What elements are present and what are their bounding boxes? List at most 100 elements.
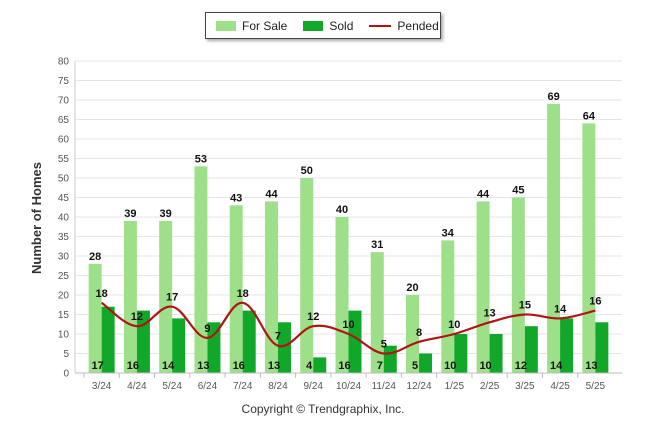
bar-for-sale <box>88 263 102 373</box>
data-label-for-sale: 31 <box>371 239 383 251</box>
data-label-sold: 14 <box>162 360 175 372</box>
data-label-pended: 5 <box>381 339 387 351</box>
data-label-sold: 16 <box>338 360 350 372</box>
y-tick-label: 30 <box>58 252 70 263</box>
data-label-for-sale: 44 <box>477 188 490 200</box>
y-tick-label: 55 <box>58 154 70 165</box>
legend-label-pended: Pended <box>397 18 439 33</box>
data-label-pended: 9 <box>204 323 210 335</box>
x-tick-label: 10/24 <box>336 381 361 392</box>
bar-sold <box>242 310 256 373</box>
bar-sold <box>313 357 327 373</box>
x-tick-label: 3/25 <box>515 381 535 392</box>
data-label-for-sale: 50 <box>301 165 313 177</box>
x-tick-label: 4/24 <box>127 381 147 392</box>
data-label-pended: 15 <box>519 300 531 312</box>
data-label-pended: 17 <box>166 292 178 304</box>
x-tick-label: 5/24 <box>162 381 182 392</box>
legend-label-sold: Sold <box>329 18 354 33</box>
data-label-sold: 5 <box>412 360 418 372</box>
x-tick-label: 3/24 <box>92 381 112 392</box>
bar-for-sale <box>300 178 314 373</box>
bar-for-sale <box>441 240 455 373</box>
data-label-pended: 13 <box>483 307 495 319</box>
bar-for-sale <box>511 197 525 373</box>
data-label-sold: 10 <box>444 360 456 372</box>
data-label-pended: 12 <box>131 311 143 323</box>
data-label-sold: 12 <box>515 360 527 372</box>
data-label-for-sale: 69 <box>547 91 559 103</box>
bar-sold <box>207 322 221 373</box>
data-label-sold: 16 <box>233 360 245 372</box>
bar-for-sale <box>582 123 596 374</box>
data-label-pended: 16 <box>589 296 601 308</box>
y-tick-label: 65 <box>58 115 70 126</box>
data-labels: 28 17 39 16 39 14 53 13 43 16 44 13 50 4 40 16 31 7 20 5 34 1… <box>89 91 601 372</box>
copyright-text: Copyright © Trendgraphix, Inc. <box>241 402 405 416</box>
bar-sold <box>560 318 574 373</box>
y-tick-label: 75 <box>58 76 70 87</box>
x-tick-label: 4/25 <box>550 381 570 392</box>
data-label-sold: 7 <box>377 360 383 372</box>
data-label-for-sale: 40 <box>336 204 348 216</box>
legend: For Sale Sold Pended <box>205 12 441 39</box>
data-label-sold: 13 <box>268 360 280 372</box>
data-label-pended: 14 <box>554 303 567 315</box>
data-label-for-sale: 34 <box>442 227 455 239</box>
y-tick-label: 25 <box>58 271 70 282</box>
x-tick-label: 9/24 <box>303 381 323 392</box>
bar-sold <box>101 306 115 373</box>
x-tick-label: 11/24 <box>372 381 397 392</box>
bar-for-sale <box>476 201 490 373</box>
data-label-sold: 16 <box>127 360 139 372</box>
bar-sold <box>454 334 468 373</box>
y-tick-label: 60 <box>58 135 70 146</box>
data-label-sold: 10 <box>479 360 491 372</box>
y-axis-ticks: 0 5 10 15 20 25 30 35 40 45 50 55 60 65 70 75 80 <box>58 57 70 380</box>
bars <box>88 103 609 374</box>
data-label-pended: 10 <box>342 319 354 331</box>
x-tick-label: 6/24 <box>198 381 218 392</box>
x-tick-label: 7/24 <box>233 381 253 392</box>
legend-item-for-sale[interactable]: For Sale <box>216 19 287 33</box>
x-axis-ticks: 3/24 4/24 5/24 6/24 7/24 8/24 9/24 10/24 11/24 12… <box>75 372 622 392</box>
y-tick-label: 20 <box>58 291 70 302</box>
bar-sold <box>277 322 291 373</box>
bar-sold <box>489 334 503 373</box>
data-label-for-sale: 43 <box>230 192 242 204</box>
bar-for-sale <box>123 220 137 373</box>
bar-sold <box>172 318 186 373</box>
y-tick-label: 5 <box>63 349 69 360</box>
bar-for-sale <box>335 217 349 373</box>
data-label-pended: 18 <box>237 288 249 300</box>
bar-for-sale <box>264 201 278 373</box>
data-label-for-sale: 28 <box>89 251 101 263</box>
data-label-pended: 8 <box>416 327 422 339</box>
bar-sold <box>595 322 609 373</box>
x-tick-label: 8/24 <box>268 381 288 392</box>
bar-for-sale <box>547 103 561 374</box>
data-label-for-sale: 39 <box>160 208 172 220</box>
legend-item-pended[interactable]: Pended <box>369 18 439 33</box>
x-tick-label: 5/25 <box>586 381 606 392</box>
data-label-for-sale: 44 <box>265 188 278 200</box>
data-label-sold: 17 <box>92 360 104 372</box>
y-tick-label: 50 <box>58 174 70 185</box>
data-label-pended: 18 <box>96 288 108 300</box>
y-tick-label: 10 <box>58 330 70 341</box>
data-label-pended: 10 <box>448 319 460 331</box>
bar-sold <box>419 353 433 373</box>
pended-swatch <box>369 24 392 27</box>
bar-for-sale <box>159 220 173 373</box>
data-label-pended: 7 <box>275 331 281 343</box>
y-tick-label: 40 <box>58 213 70 224</box>
y-tick-label: 70 <box>58 96 70 107</box>
sold-swatch <box>303 20 324 31</box>
data-label-for-sale: 39 <box>124 208 136 220</box>
legend-item-sold[interactable]: Sold <box>303 19 353 33</box>
x-tick-label: 12/24 <box>407 381 432 392</box>
data-label-for-sale: 20 <box>406 282 418 294</box>
y-tick-label: 15 <box>58 310 70 321</box>
pended-line <box>100 301 596 355</box>
